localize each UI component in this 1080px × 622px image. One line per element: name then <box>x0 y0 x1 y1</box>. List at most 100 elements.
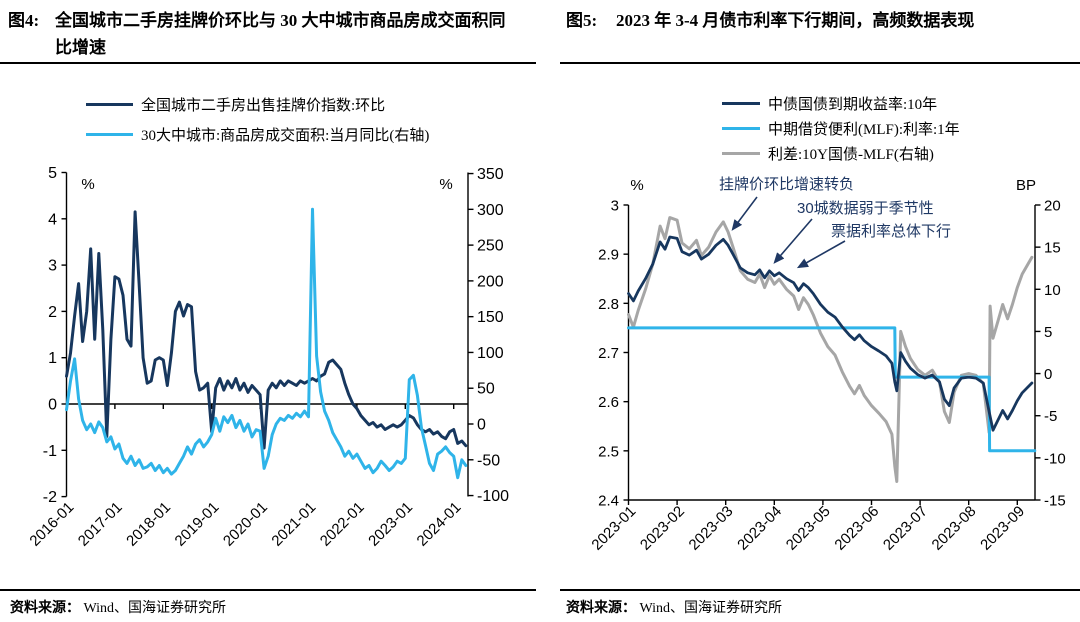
series-line-swatch <box>722 152 760 155</box>
annotation-text: 挂牌价环比增速转负 <box>719 176 854 193</box>
series-line-swatch <box>722 102 760 105</box>
tick-label: 150 <box>477 309 504 326</box>
figure4-title: 图4: 全国城市二手房挂牌价环比与 30 大中城市商品房成交面积同比增速 <box>8 7 510 61</box>
figure5-title: 图5: 2023 年 3-4 月债市利率下行期间，高频数据表现 <box>566 7 1071 34</box>
series-line-listing-price <box>65 210 468 450</box>
x-tick-label: 2020-01 <box>220 499 271 550</box>
legend-label: 30大中城市:商品房成交面积:当月同比(右轴) <box>141 128 430 144</box>
figure5-source: 资料来源： Wind、国海证券研究所 <box>566 597 782 617</box>
tick-label: 4 <box>48 211 57 228</box>
tick-label: -100 <box>477 488 509 505</box>
x-tick-label: 2016-01 <box>26 499 77 550</box>
tick-label: -10 <box>1044 450 1066 467</box>
series-line-10y-yield <box>627 235 1034 432</box>
tick-label: 3 <box>611 197 619 214</box>
tick-label: 1 <box>48 350 57 367</box>
tick-label: -15 <box>1044 493 1066 510</box>
series-line-swatch <box>722 127 760 130</box>
legend-label: 中债国债到期收益率:10年 <box>768 97 938 113</box>
x-tick-label: 2023-03 <box>686 503 737 554</box>
annotation-text: 30城数据弱于季节性 <box>797 200 934 217</box>
x-tick-label: 2022-01 <box>317 499 368 550</box>
tick-label: 50 <box>477 381 495 398</box>
x-tick-label: 2023-02 <box>637 503 688 554</box>
annotation-arrow <box>796 240 846 269</box>
tick-label: -5 <box>1044 408 1057 425</box>
x-tick-label: 2017-01 <box>75 499 126 550</box>
x-tick-label: 2021-01 <box>268 499 319 550</box>
tick-label: 300 <box>477 202 504 219</box>
figure5-title-prefix: 图5: <box>566 11 598 30</box>
figure5-bottom-rule <box>560 589 1080 591</box>
source-body: Wind、国海证券研究所 <box>83 601 227 616</box>
x-tick-label: 2019-01 <box>172 499 223 550</box>
figure4-title-prefix: 图4: <box>8 11 40 30</box>
tick-label: 5 <box>48 165 57 182</box>
source-body: Wind、国海证券研究所 <box>639 601 783 616</box>
figure4-title-text: 全国城市二手房挂牌价环比与 30 大中城市商品房成交面积同比增速 <box>55 11 506 58</box>
annotation-arrow <box>731 196 758 231</box>
legend-item: 全国城市二手房出售挂牌价指数:环比 <box>86 94 429 115</box>
legend-label: 中期借贷便利(MLF):利率:1年 <box>768 122 960 138</box>
series-line-swatch <box>86 133 133 136</box>
tick-label: 350 <box>477 166 504 183</box>
tick-label: 0 <box>477 417 486 434</box>
x-tick-label: 2023-06 <box>831 503 882 554</box>
source-prefix: 资料来源： <box>10 601 80 616</box>
series-line-spread <box>627 216 1034 483</box>
tick-label: -50 <box>477 452 500 469</box>
figure5-title-text: 2023 年 3-4 月债市利率下行期间，高频数据表现 <box>616 11 975 30</box>
tick-label: 2.4 <box>598 493 619 510</box>
series-line-swatch <box>86 103 133 106</box>
tick-label: 0 <box>48 397 57 414</box>
tick-label: 200 <box>477 273 504 290</box>
tick-label: 3 <box>48 258 57 275</box>
x-tick-label: 2023-01 <box>365 499 416 550</box>
series-line-mlf <box>627 326 1037 453</box>
legend-item: 中期借贷便利(MLF):利率:1年 <box>722 118 960 139</box>
left-axis-unit: % <box>630 177 643 194</box>
annotation-arrow <box>773 218 813 264</box>
tick-label: 0 <box>1044 366 1052 383</box>
x-tick-label: 2023-08 <box>929 503 980 554</box>
figure4-title-rule <box>0 62 536 64</box>
annotation-text: 票据利率总体下行 <box>831 223 951 240</box>
figure4-bottom-rule <box>0 589 536 591</box>
figure5-legend: 中债国债到期收益率:10年 中期借贷便利(MLF):利率:1年 利差:10Y国债… <box>722 93 960 164</box>
figure5-title-rule <box>560 62 1080 64</box>
tick-label: 5 <box>1044 324 1052 341</box>
tick-label: 2.9 <box>598 247 619 264</box>
tick-label: 15 <box>1044 240 1061 257</box>
tick-label: 100 <box>477 345 504 362</box>
series-line-30city-sales <box>65 207 468 480</box>
tick-label: 250 <box>477 238 504 255</box>
x-tick-label: 2023-07 <box>880 503 931 554</box>
tick-label: 2.6 <box>598 394 619 411</box>
figure4-source: 资料来源： Wind、国海证券研究所 <box>10 597 226 617</box>
legend-label: 全国城市二手房出售挂牌价指数:环比 <box>141 98 386 114</box>
tick-label: 10 <box>1044 282 1061 299</box>
left-axis-unit: % <box>81 176 94 193</box>
figure4-legend: 全国城市二手房出售挂牌价指数:环比 30大中城市:商品房成交面积:当月同比(右轴… <box>86 94 429 145</box>
tick-label: 20 <box>1044 197 1061 214</box>
tick-label: -1 <box>43 443 57 460</box>
x-tick-label: 2018-01 <box>123 499 174 550</box>
legend-item: 利差:10Y国债-MLF(右轴) <box>722 143 960 164</box>
legend-label: 利差:10Y国债-MLF(右轴) <box>768 147 934 163</box>
tick-label: 2 <box>48 304 57 321</box>
x-tick-label: 2023-01 <box>588 503 639 554</box>
tick-label: -2 <box>43 489 57 506</box>
x-tick-label: 2023-05 <box>783 503 834 554</box>
x-tick-label: 2024-01 <box>414 499 465 550</box>
right-axis-unit: BP <box>1016 177 1036 194</box>
tick-label: 2.5 <box>598 443 619 460</box>
legend-item: 中债国债到期收益率:10年 <box>722 93 960 114</box>
source-prefix: 资料来源： <box>566 601 636 616</box>
x-tick-label: 2023-09 <box>977 503 1028 554</box>
right-axis-unit: % <box>439 176 452 193</box>
tick-label: 2.8 <box>598 296 619 313</box>
legend-item: 30大中城市:商品房成交面积:当月同比(右轴) <box>86 124 429 145</box>
x-tick-label: 2023-04 <box>734 503 785 554</box>
